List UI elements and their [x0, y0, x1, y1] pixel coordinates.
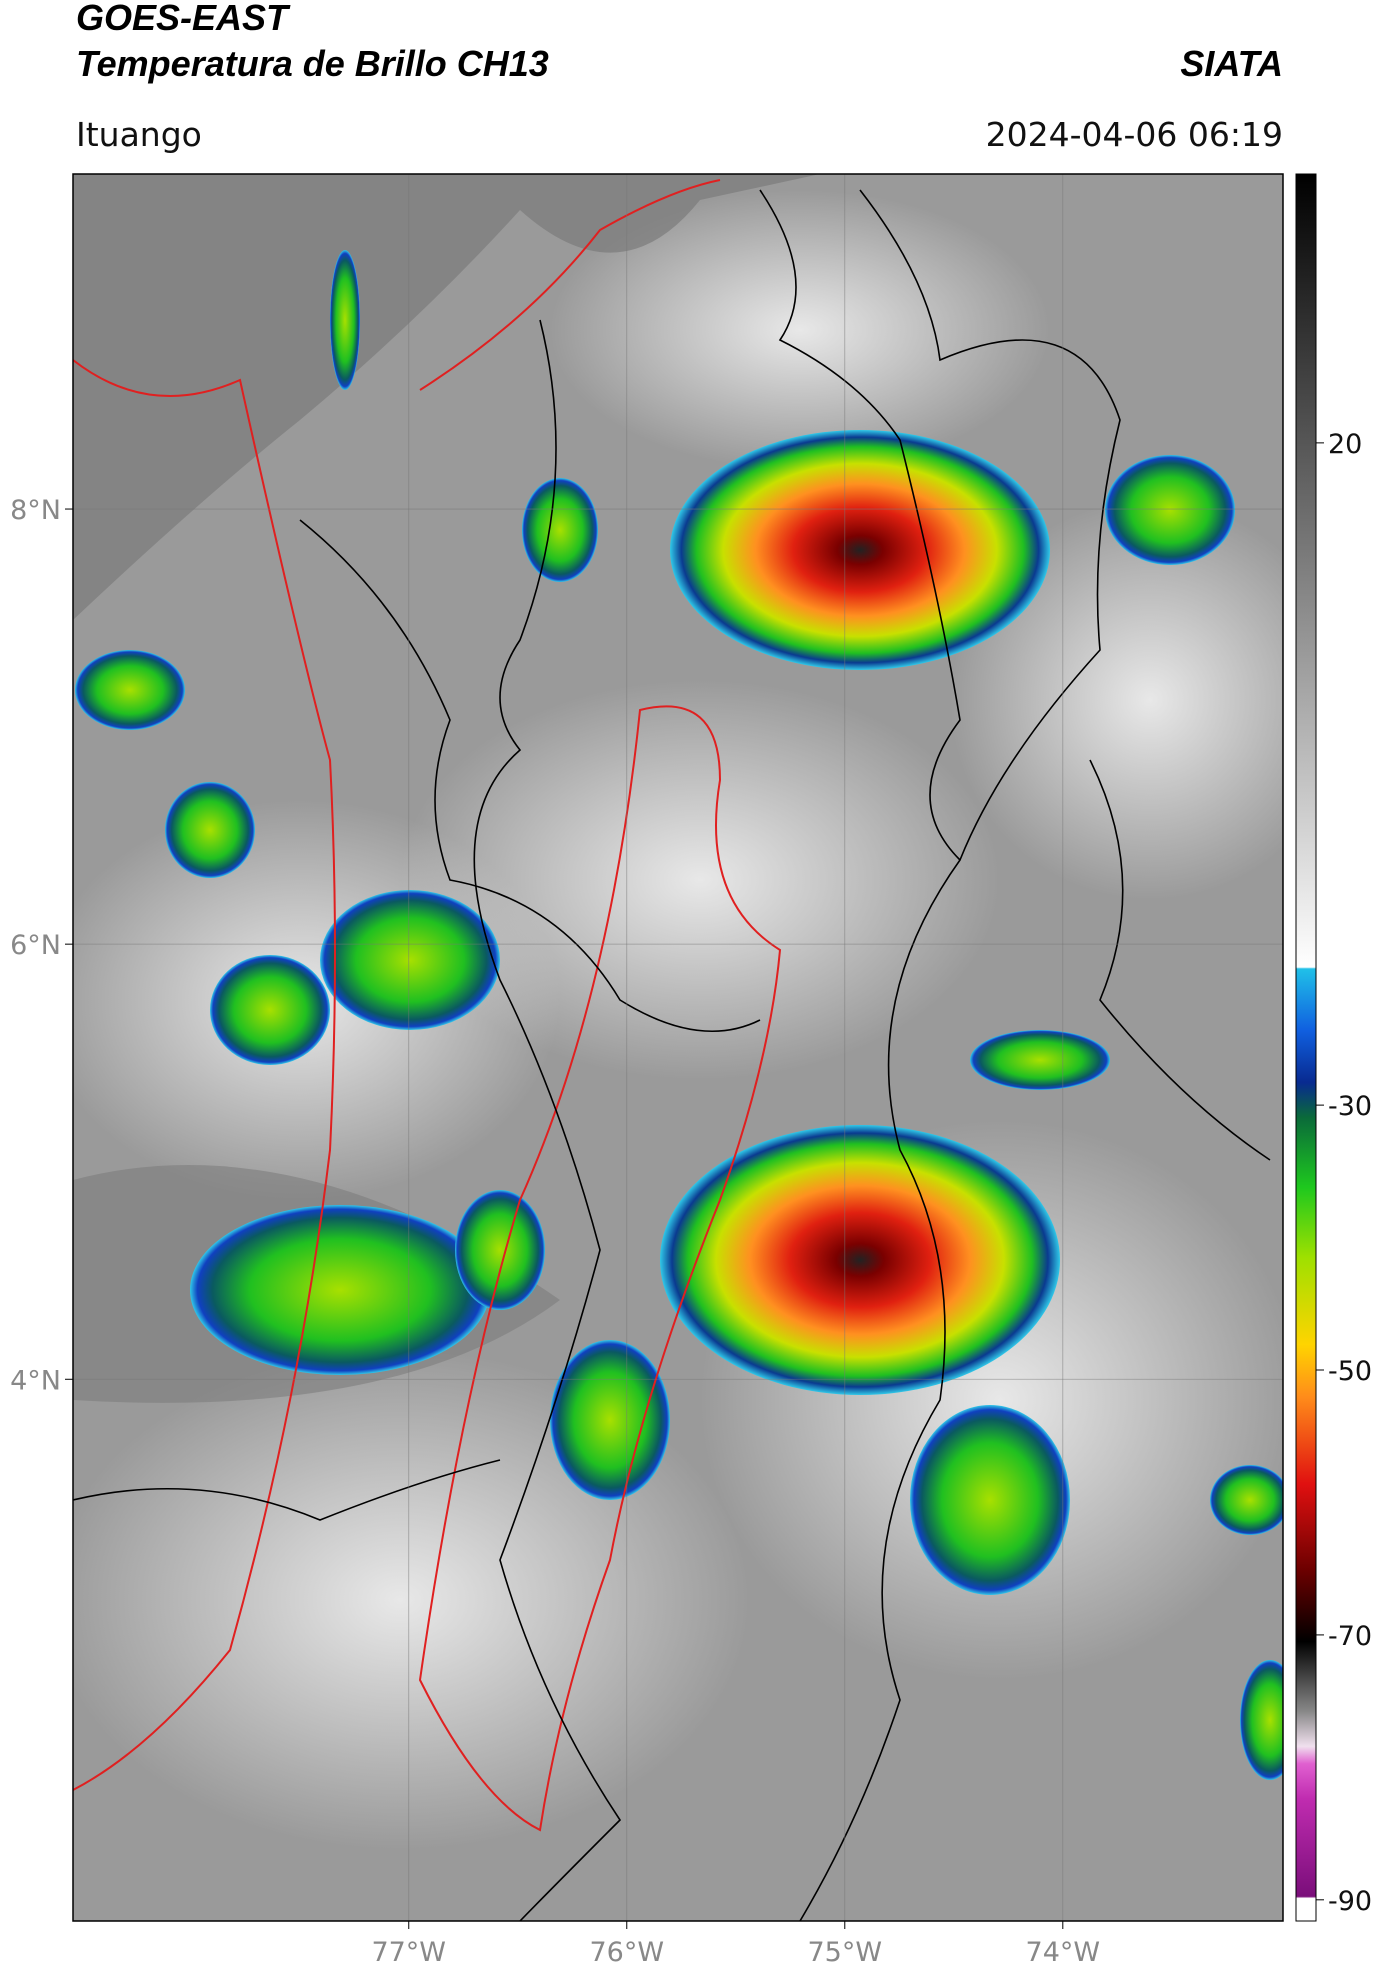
colorbar-tick-label: -90 [1328, 1886, 1372, 1917]
satellite-image [73, 174, 1283, 1921]
lat-tick-label: 4°N [10, 1365, 61, 1396]
datetime: 2024-04-06 06:19 [986, 115, 1283, 154]
subtitle: Temperatura de Brillo CH13 [76, 43, 549, 84]
title: GOES-EAST [76, 0, 291, 38]
colorbar-tick-label: -50 [1328, 1356, 1372, 1387]
graticule [73, 174, 1283, 1921]
lon-tick-label: 75°W [808, 1937, 883, 1968]
source: SIATA [1180, 43, 1283, 84]
lon-tick-label: 74°W [1026, 1937, 1101, 1968]
lon-tick-label: 77°W [371, 1937, 446, 1968]
map-frame [72, 173, 1284, 1922]
colorbar-tick-label: -70 [1328, 1621, 1372, 1652]
colorbar-tick-label: -30 [1328, 1091, 1372, 1122]
lon-tick-label: 76°W [589, 1937, 664, 1968]
location: Ituango [76, 115, 202, 154]
colorbar [1295, 173, 1317, 1922]
lat-tick-label: 6°N [10, 930, 61, 961]
lat-tick-label: 8°N [10, 495, 61, 526]
colorbar-tick-label: 20 [1328, 429, 1362, 460]
